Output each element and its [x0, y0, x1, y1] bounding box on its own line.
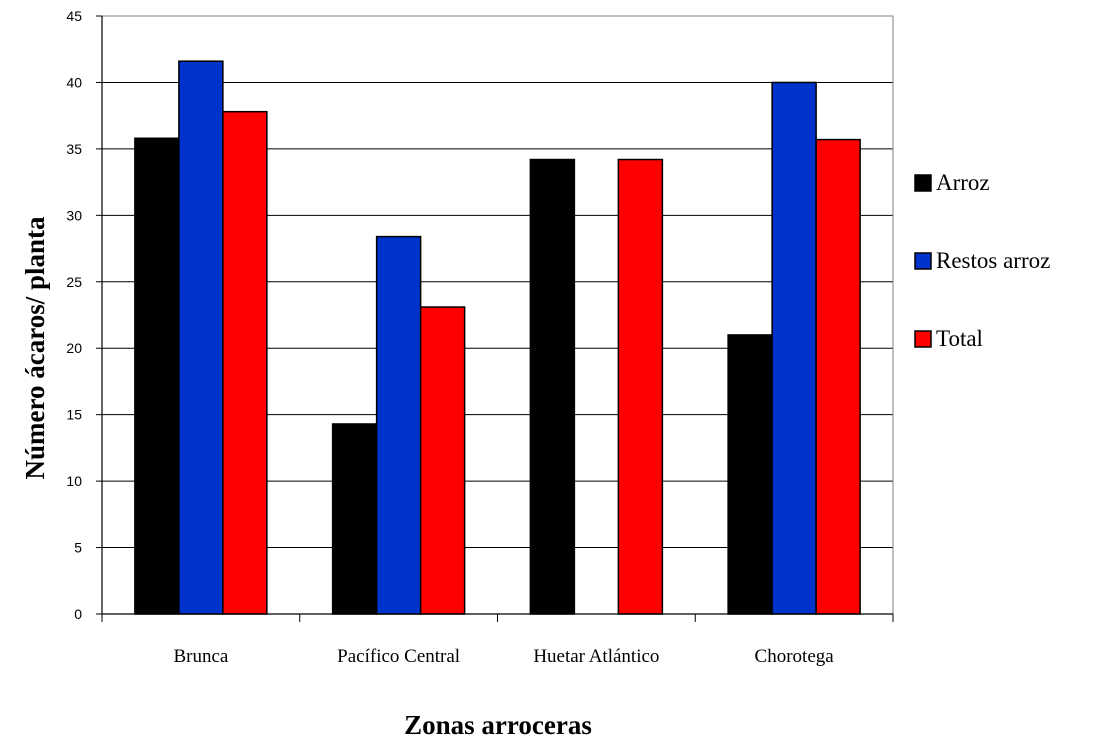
bar — [771, 81, 817, 615]
x-axis-label: Zonas arroceras — [404, 710, 592, 740]
y-tick-label: 15 — [66, 407, 82, 423]
y-tick-label: 30 — [66, 207, 82, 223]
bar — [419, 306, 466, 615]
y-tick-label: 45 — [66, 8, 82, 24]
bar — [617, 158, 664, 615]
x-tick-label: Brunca — [173, 646, 228, 667]
legend-swatch — [914, 174, 932, 192]
bar — [178, 60, 224, 615]
legend-swatch — [914, 330, 932, 348]
bar — [727, 334, 773, 615]
x-tick-labels: Brunca Pacífico Central Huetar Atlántico Ch… — [173, 646, 834, 667]
axes — [96, 15, 894, 622]
x-tick-label: Huetar Atlántico — [533, 646, 659, 667]
legend: Arroz Restos arroz Total — [914, 170, 1050, 351]
bars — [134, 60, 861, 615]
y-tick-label: 10 — [66, 473, 82, 489]
y-tick-label: 20 — [66, 340, 82, 356]
bar — [529, 158, 576, 615]
y-tick-label: 25 — [66, 274, 82, 290]
x-tick-label: Pacífico Central — [337, 646, 460, 667]
bar — [375, 235, 422, 615]
legend-label: Total — [936, 326, 983, 351]
x-tick-label: Chorotega — [755, 646, 835, 667]
y-tick-labels: 0 5 10 15 20 25 30 35 40 45 — [66, 8, 82, 622]
y-tick-label: 0 — [74, 606, 82, 622]
bar — [815, 138, 861, 615]
legend-label: Restos arroz — [936, 248, 1050, 273]
y-axis-label: Número ácaros/ planta — [20, 216, 50, 479]
y-tick-label: 40 — [66, 74, 82, 90]
bar — [222, 110, 268, 615]
bar — [331, 423, 378, 615]
y-tick-label: 35 — [66, 141, 82, 157]
legend-label: Arroz — [936, 170, 990, 195]
y-tick-label: 5 — [74, 540, 82, 556]
bar — [134, 137, 180, 615]
legend-swatch — [914, 252, 932, 270]
